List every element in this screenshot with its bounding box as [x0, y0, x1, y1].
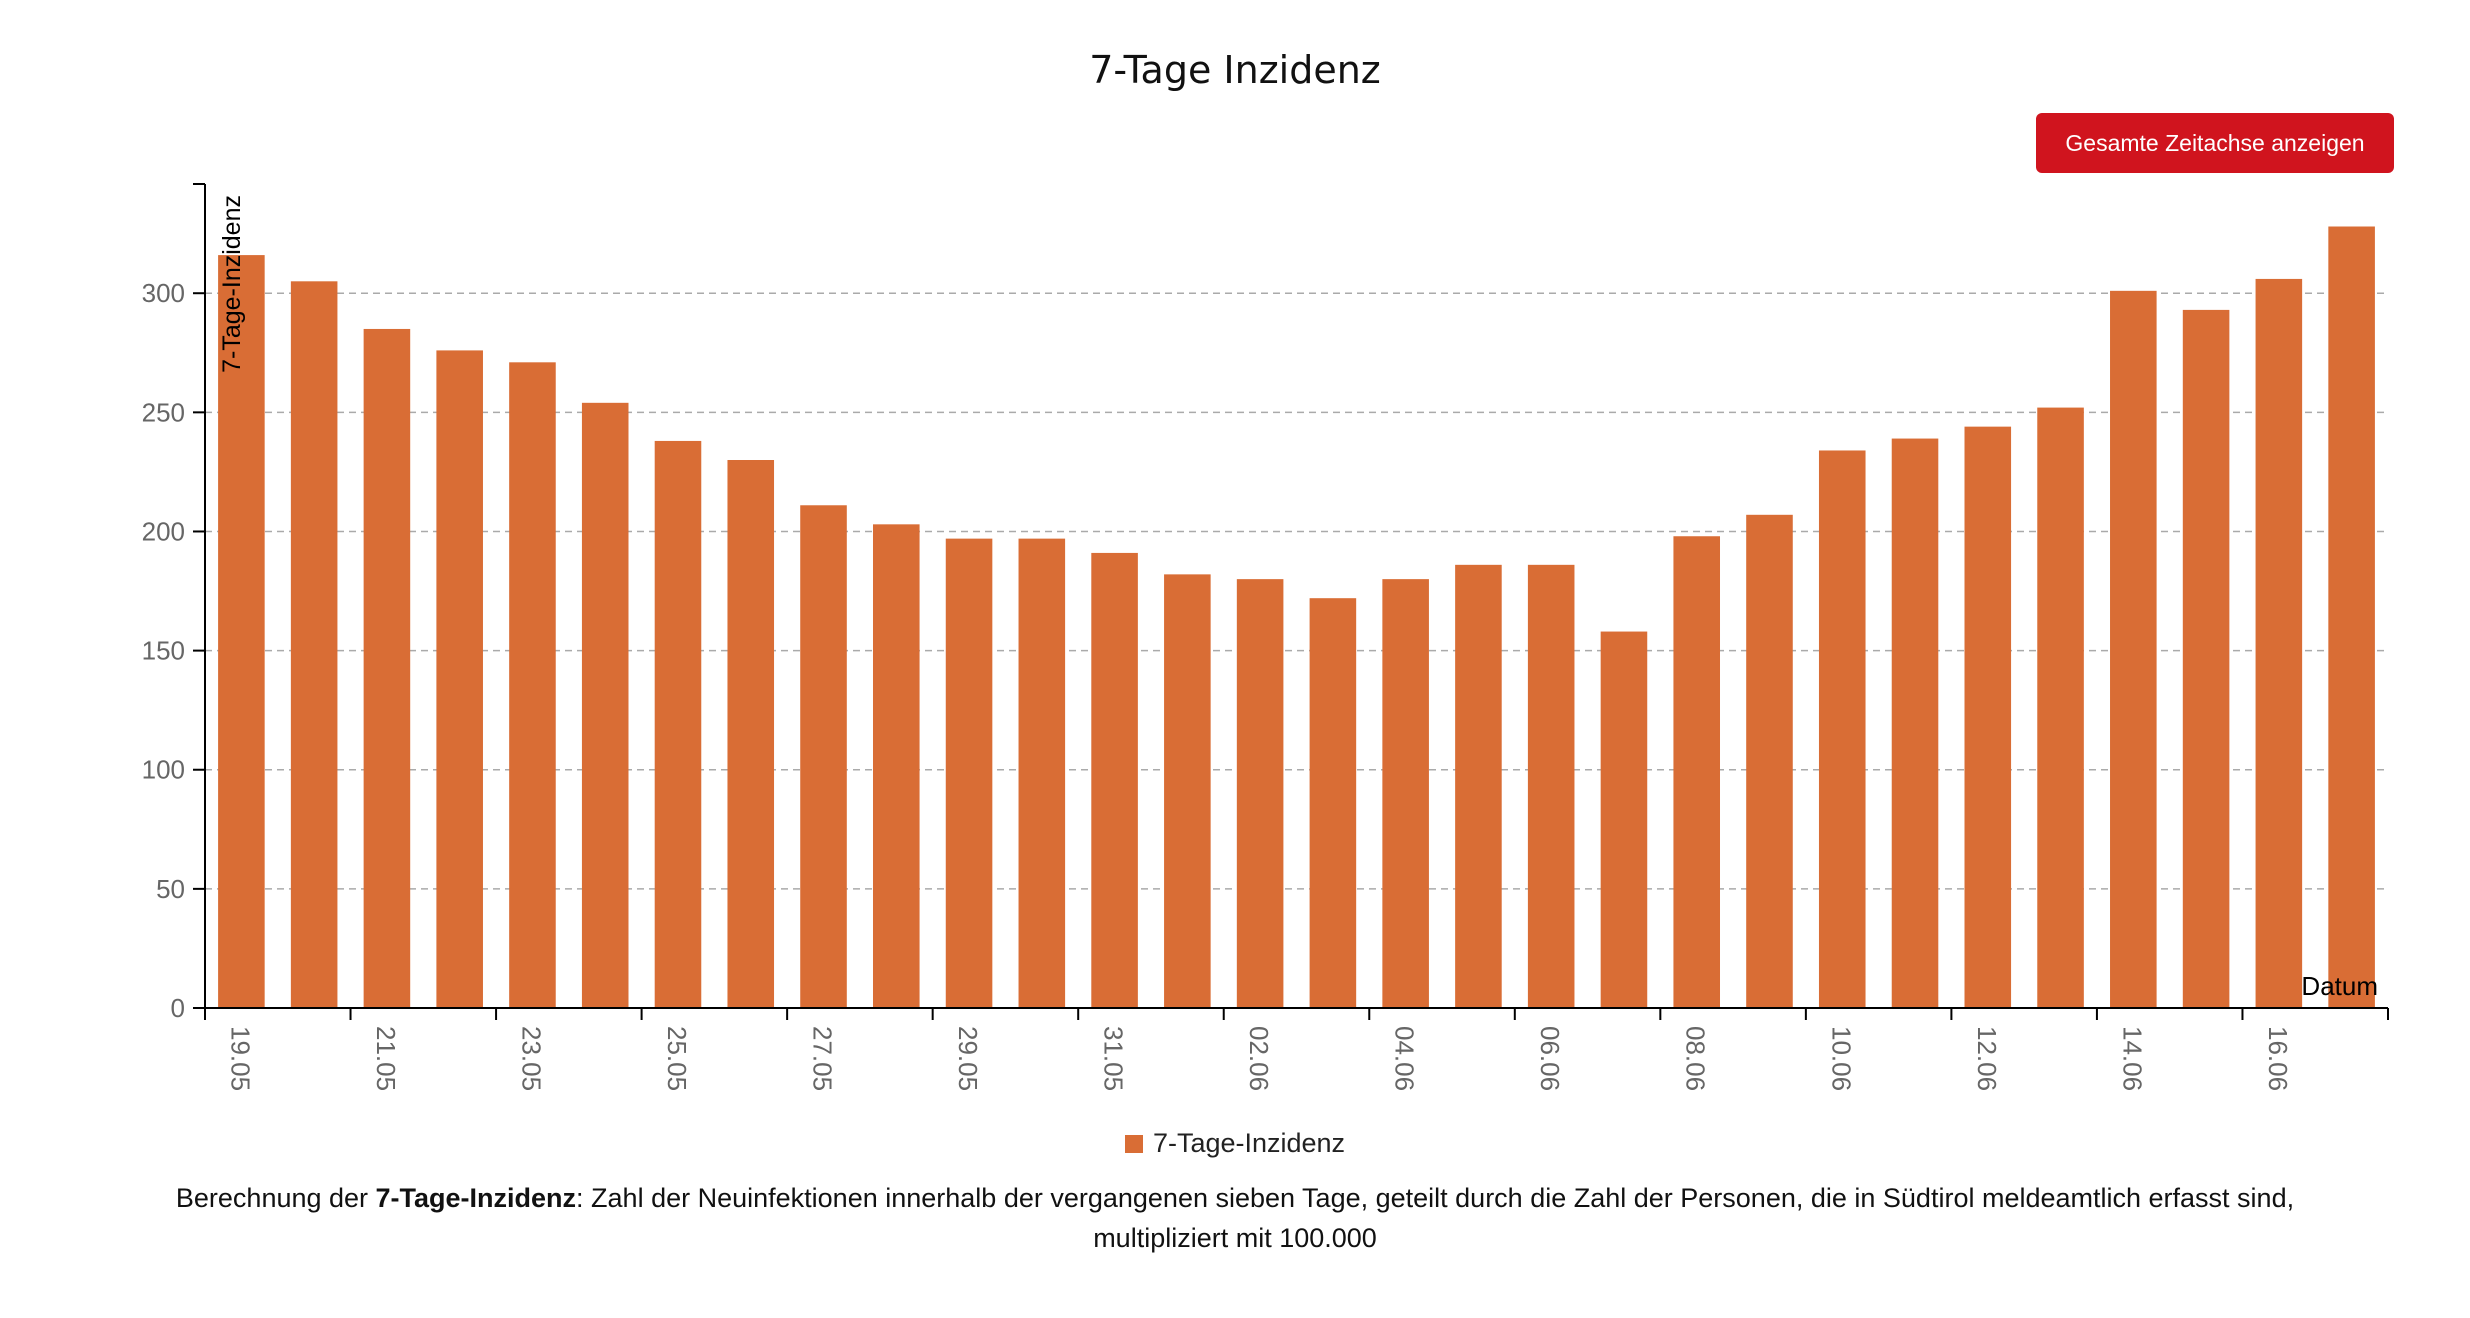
bar[interactable] [218, 255, 265, 1009]
bar[interactable] [1746, 514, 1793, 1008]
bar-chart: 0 50 100 150 200 250 300 19.05 21.05 23.05 25.05 2… [142, 183, 2389, 1091]
bar[interactable] [654, 440, 702, 1009]
x-tick-label: 19.05 [225, 1026, 255, 1091]
bar[interactable] [2110, 290, 2157, 1008]
bar[interactable] [727, 460, 775, 1008]
bar[interactable] [2182, 309, 2230, 1009]
bar[interactable] [509, 362, 556, 1008]
description: Berechnung der 7-Tage-Inzidenz: Zahl der… [130, 1178, 2340, 1258]
axes [193, 183, 2388, 1009]
bar[interactable] [1164, 574, 1211, 1008]
y-tick-label: 50 [156, 874, 185, 904]
y-tick-label: 0 [171, 993, 185, 1023]
legend-swatch [1124, 1135, 1143, 1153]
bar[interactable] [1309, 598, 1357, 1008]
bar[interactable] [945, 538, 993, 1008]
bar[interactable] [1818, 450, 1866, 1008]
y-axis-label: 7-Tage-Inzidenz [218, 195, 246, 373]
grid-lines [205, 292, 2388, 890]
x-ticks: 19.05 21.05 23.05 25.05 27.05 29.05 31.05 02.06… [204, 1008, 2389, 1091]
bar[interactable] [2328, 226, 2375, 1009]
bar[interactable] [581, 402, 629, 1008]
x-tick-label: 12.06 [1972, 1026, 2002, 1091]
x-tick-label: 14.06 [2117, 1026, 2147, 1091]
bars [218, 226, 2375, 1009]
legend-label: 7-Tage-Inzidenz [1152, 1128, 1346, 1158]
bar[interactable] [1673, 536, 1721, 1008]
show-full-timeline-button[interactable]: Gesamte Zeitachse anzeigen [2036, 113, 2394, 173]
x-axis-label: Datum [2301, 971, 2378, 1001]
bar[interactable] [1018, 538, 1066, 1008]
bar[interactable] [1091, 552, 1138, 1008]
bar[interactable] [2037, 407, 2084, 1008]
x-tick-label: 23.05 [516, 1026, 546, 1091]
bar[interactable] [436, 350, 483, 1008]
bar[interactable] [363, 328, 411, 1008]
legend[interactable]: 7-Tage-Inzidenz [0, 1128, 2470, 1159]
description-term: 7-Tage-Inzidenz [375, 1183, 577, 1213]
description-prefix: Berechnung der [175, 1183, 376, 1213]
x-tick-label: 27.05 [808, 1026, 838, 1091]
x-tick-label: 21.05 [371, 1026, 401, 1091]
x-tick-label: 06.06 [1535, 1026, 1565, 1091]
bar[interactable] [1455, 564, 1502, 1008]
bar[interactable] [872, 524, 920, 1008]
bar[interactable] [1600, 631, 1648, 1008]
bar[interactable] [2255, 278, 2303, 1008]
y-tick-label: 100 [142, 755, 185, 785]
x-tick-label: 31.05 [1099, 1026, 1129, 1091]
x-tick-label: 04.06 [1390, 1026, 1420, 1091]
x-tick-label: 08.06 [1681, 1026, 1711, 1091]
description-text: : Zahl der Neuinfektionen innerhalb der … [576, 1183, 2295, 1253]
x-tick-label: 10.06 [1826, 1026, 1856, 1091]
bar[interactable] [800, 505, 847, 1008]
x-tick-label: 25.05 [662, 1026, 692, 1091]
y-tick-label: 300 [142, 278, 185, 308]
bar[interactable] [290, 281, 338, 1009]
x-tick-label: 29.05 [953, 1026, 983, 1091]
bar[interactable] [1891, 438, 1939, 1008]
y-tick-label: 200 [142, 516, 185, 546]
bar[interactable] [1382, 579, 1429, 1008]
y-tick-label: 250 [142, 397, 185, 427]
x-tick-label: 16.06 [2263, 1026, 2293, 1091]
chart-title: 7-Tage Inzidenz [1089, 48, 1381, 92]
bar[interactable] [1527, 564, 1575, 1008]
bar[interactable] [1964, 426, 2012, 1009]
x-tick-label: 02.06 [1244, 1026, 1274, 1091]
y-ticks: 0 50 100 150 200 250 300 [142, 278, 205, 1023]
bar[interactable] [1236, 579, 1284, 1008]
y-tick-label: 150 [142, 636, 185, 666]
